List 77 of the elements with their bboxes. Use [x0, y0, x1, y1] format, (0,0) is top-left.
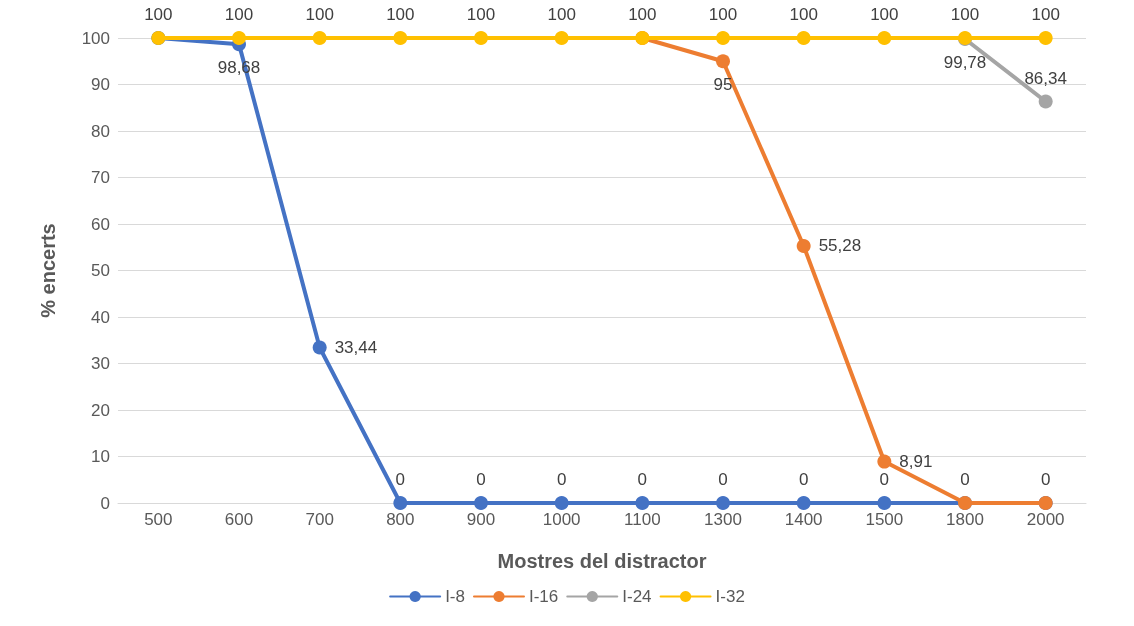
y-tick-label: 90 — [91, 75, 110, 94]
point — [796, 31, 811, 45]
data-label: 33,44 — [334, 338, 378, 357]
x-tick-label: 1500 — [865, 510, 904, 529]
y-tick-label: 40 — [91, 307, 110, 327]
point — [554, 496, 569, 510]
legend-label: I-24 — [622, 587, 652, 606]
point — [393, 31, 408, 45]
point — [232, 31, 246, 45]
point — [716, 54, 730, 69]
data-label: 55,28 — [818, 236, 862, 256]
y-tick-label: 70 — [91, 168, 110, 187]
point — [393, 496, 408, 510]
y-tick-label: 100 — [81, 28, 110, 48]
data-label: 100 — [466, 5, 496, 24]
data-label: 0 — [637, 470, 648, 489]
point — [474, 31, 488, 45]
x-tick-label: 1800 — [946, 510, 984, 529]
data-label: 100 — [224, 5, 254, 24]
point — [1038, 31, 1053, 45]
data-label: 100 — [870, 5, 899, 24]
y-tick-label: 10 — [91, 447, 110, 466]
y-tick-label: 0 — [100, 493, 110, 513]
data-label: 86,34 — [1024, 68, 1067, 88]
data-label: 8,91 — [899, 452, 933, 472]
x-tick-label: 900 — [466, 510, 496, 529]
x-tick-label: 1000 — [542, 510, 581, 529]
data-label: 0 — [960, 470, 970, 489]
x-tick-label: 1400 — [784, 510, 823, 529]
legend-label: I-32 — [715, 587, 745, 606]
data-label: 0 — [879, 470, 890, 489]
y-tick-label: 20 — [91, 400, 110, 420]
point — [1038, 94, 1053, 109]
point — [716, 496, 730, 510]
y-tick-label: 60 — [91, 214, 110, 234]
data-label: 100 — [789, 5, 818, 24]
point — [877, 454, 892, 469]
x-tick-label: 500 — [144, 510, 173, 529]
data-label: 0 — [718, 470, 728, 489]
y-tick-label: 30 — [91, 354, 110, 373]
point — [796, 238, 811, 253]
data-label: 100 — [547, 5, 576, 24]
x-tick-label: 1300 — [704, 510, 742, 529]
data-label: 0 — [798, 470, 809, 489]
data-label: 0 — [556, 470, 567, 489]
point — [635, 496, 650, 510]
x-axis-title: Mostres del distractor — [497, 550, 707, 572]
data-label: 100 — [305, 5, 334, 24]
data-label: 99,78 — [943, 53, 987, 73]
x-tick-label: 600 — [224, 510, 254, 529]
data-label: 0 — [1040, 470, 1051, 489]
point — [554, 31, 569, 45]
point — [312, 340, 327, 355]
data-label: 100 — [144, 5, 173, 24]
y-tick-label: 80 — [91, 121, 110, 141]
point — [474, 496, 488, 510]
x-tick-label: 700 — [305, 510, 334, 529]
data-label: 100 — [950, 5, 980, 24]
data-label: 0 — [395, 470, 406, 489]
data-label: 0 — [476, 470, 486, 489]
legend-label: I-16 — [528, 587, 559, 606]
x-tick-label: 2000 — [1026, 510, 1065, 529]
point — [312, 31, 327, 45]
legend-label: I-8 — [445, 587, 465, 606]
point — [877, 31, 892, 45]
data-label: 95 — [713, 75, 733, 95]
x-tick-label: 800 — [386, 510, 415, 529]
data-label: 100 — [628, 5, 657, 24]
point — [877, 496, 892, 510]
data-label: 100 — [1031, 5, 1060, 24]
x-tick-label: 1100 — [624, 510, 661, 529]
data-label: 100 — [708, 5, 738, 24]
point — [716, 31, 730, 45]
data-label: 100 — [386, 5, 415, 24]
point — [796, 496, 811, 510]
y-tick-label: 50 — [91, 261, 110, 280]
y-axis-title: % encerts — [37, 223, 59, 318]
